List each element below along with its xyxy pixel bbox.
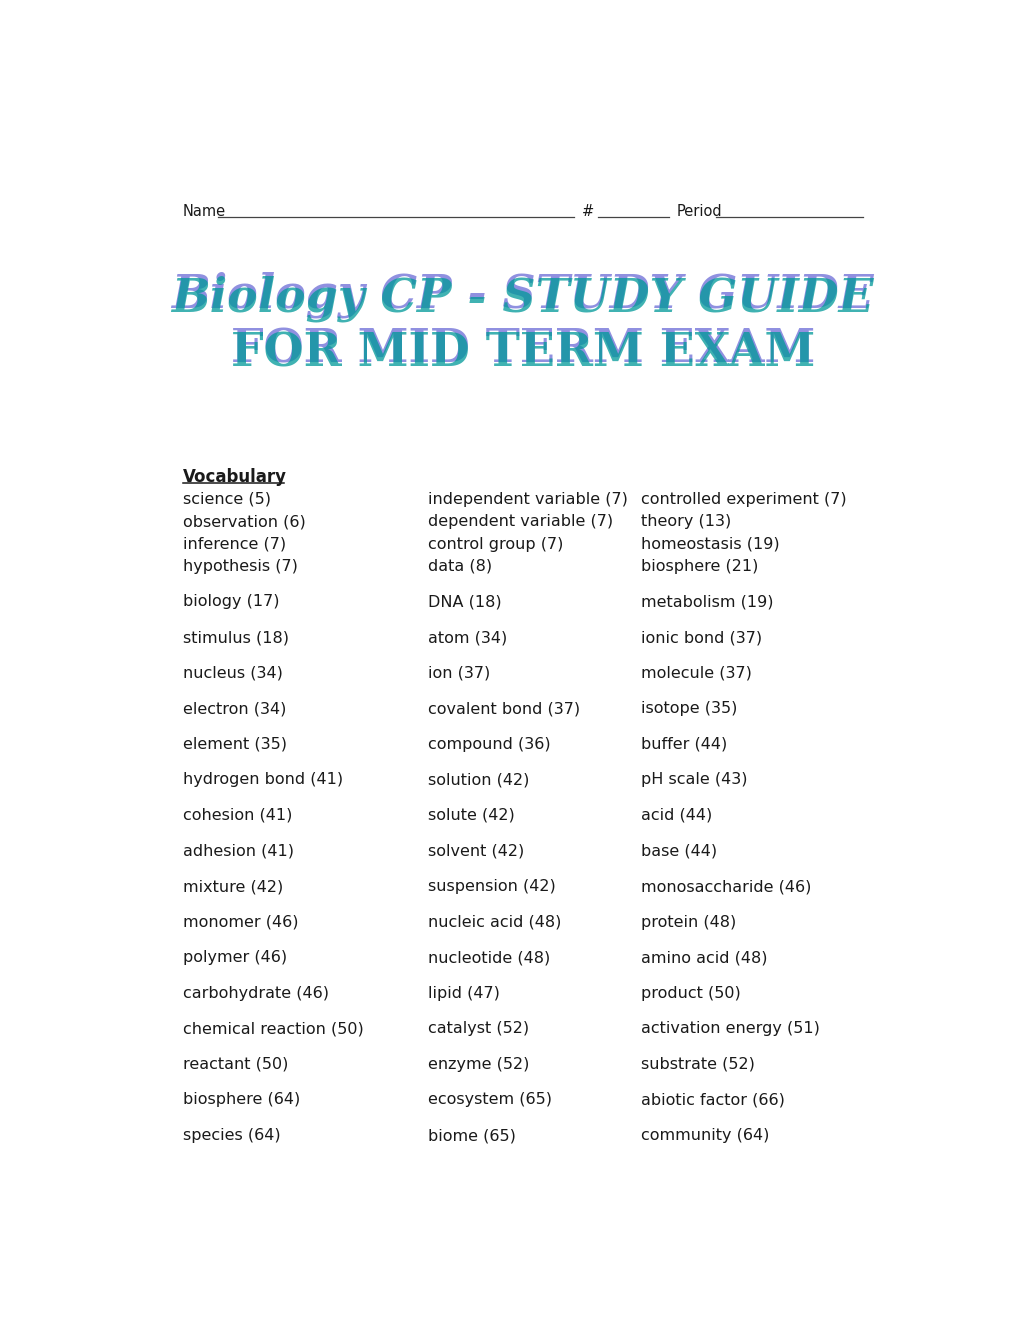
Text: protein (48): protein (48) [641,915,736,929]
Text: nucleic acid (48): nucleic acid (48) [428,915,560,929]
Text: observation (6): observation (6) [182,515,306,529]
Text: enzyme (52): enzyme (52) [428,1057,529,1072]
Text: Biology CP - STUDY GUIDE: Biology CP - STUDY GUIDE [171,276,873,322]
Text: covalent bond (37): covalent bond (37) [428,701,580,717]
Text: monosaccharide (46): monosaccharide (46) [641,879,811,894]
Text: product (50): product (50) [641,986,741,1001]
Text: controlled experiment (7): controlled experiment (7) [641,492,846,507]
Text: nucleotide (48): nucleotide (48) [428,950,549,965]
Text: biome (65): biome (65) [428,1129,516,1143]
Text: homeostasis (19): homeostasis (19) [641,536,780,552]
Text: hypothesis (7): hypothesis (7) [182,558,298,574]
Text: mixture (42): mixture (42) [182,879,283,894]
Text: carbohydrate (46): carbohydrate (46) [182,986,328,1001]
Text: buffer (44): buffer (44) [641,737,727,751]
Text: pH scale (43): pH scale (43) [641,772,747,787]
Text: monomer (46): monomer (46) [182,915,298,929]
Text: nucleus (34): nucleus (34) [182,665,282,681]
Text: ion (37): ion (37) [428,665,490,681]
Text: Period: Period [677,205,721,219]
Text: compound (36): compound (36) [428,737,550,751]
Text: Name: Name [182,205,226,219]
Text: community (64): community (64) [641,1129,769,1143]
Text: data (8): data (8) [428,558,491,574]
Text: #: # [582,205,594,219]
Text: Vocabulary: Vocabulary [182,469,286,486]
Text: isotope (35): isotope (35) [641,701,737,717]
Text: suspension (42): suspension (42) [428,879,555,894]
Text: biosphere (64): biosphere (64) [182,1093,300,1107]
Text: acid (44): acid (44) [641,808,712,822]
Text: FOR MID TERM EXAM: FOR MID TERM EXAM [230,326,814,372]
Text: solution (42): solution (42) [428,772,529,787]
Text: theory (13): theory (13) [641,515,731,529]
Text: hydrogen bond (41): hydrogen bond (41) [182,772,342,787]
Text: abiotic factor (66): abiotic factor (66) [641,1093,785,1107]
Text: control group (7): control group (7) [428,536,562,552]
Text: molecule (37): molecule (37) [641,665,751,681]
Text: lipid (47): lipid (47) [428,986,499,1001]
Text: electron (34): electron (34) [182,701,286,717]
Text: inference (7): inference (7) [182,536,285,552]
Text: catalyst (52): catalyst (52) [428,1022,529,1036]
Text: amino acid (48): amino acid (48) [641,950,767,965]
Text: atom (34): atom (34) [428,630,506,645]
Text: metabolism (19): metabolism (19) [641,594,773,610]
Text: ionic bond (37): ionic bond (37) [641,630,762,645]
Text: science (5): science (5) [182,492,271,507]
Text: adhesion (41): adhesion (41) [182,843,293,858]
Text: FOR MID TERM EXAM: FOR MID TERM EXAM [230,330,814,376]
Text: solvent (42): solvent (42) [428,843,524,858]
Text: chemical reaction (50): chemical reaction (50) [182,1022,363,1036]
Text: activation energy (51): activation energy (51) [641,1022,819,1036]
Text: dependent variable (7): dependent variable (7) [428,515,612,529]
Text: independent variable (7): independent variable (7) [428,492,627,507]
Text: element (35): element (35) [182,737,286,751]
Text: Biology CP - STUDY GUIDE: Biology CP - STUDY GUIDE [171,272,873,318]
Text: biosphere (21): biosphere (21) [641,558,758,574]
Text: reactant (50): reactant (50) [182,1057,288,1072]
Text: biology (17): biology (17) [182,594,279,610]
Text: base (44): base (44) [641,843,716,858]
Text: DNA (18): DNA (18) [428,594,501,610]
Text: ecosystem (65): ecosystem (65) [428,1093,551,1107]
Text: species (64): species (64) [182,1129,280,1143]
Text: polymer (46): polymer (46) [182,950,286,965]
Text: solute (42): solute (42) [428,808,515,822]
Text: stimulus (18): stimulus (18) [182,630,288,645]
Text: substrate (52): substrate (52) [641,1057,754,1072]
Text: cohesion (41): cohesion (41) [182,808,291,822]
